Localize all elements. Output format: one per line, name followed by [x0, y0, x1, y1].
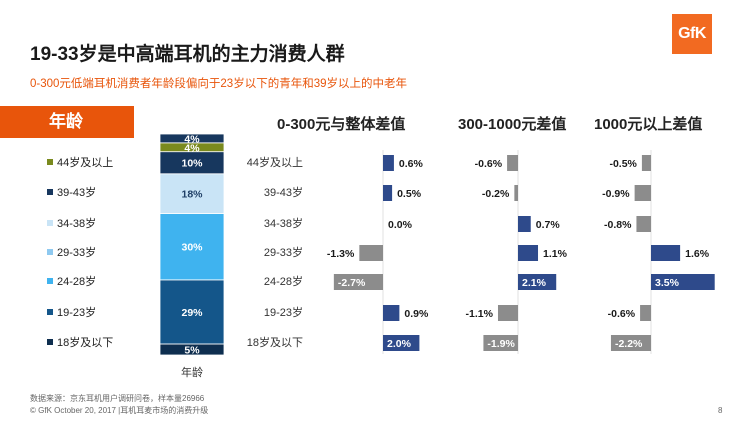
diff-data-label: 2.1% [522, 277, 547, 289]
gfk-logo: GfK [672, 14, 712, 54]
diff-bar [641, 155, 651, 171]
diff-data-label: -2.2% [615, 338, 643, 350]
stack-data-label: 29% [181, 307, 203, 319]
diff-data-label: 0.6% [399, 158, 424, 170]
diff-bar [640, 305, 651, 321]
panel-title-high: 1000元以上差值 [594, 116, 703, 133]
diff-bar [651, 245, 681, 261]
diff-data-label: -0.6% [608, 308, 636, 320]
stack-segment [159, 133, 225, 144]
legend-swatch [47, 249, 53, 255]
diff-data-label: -0.5% [609, 158, 637, 170]
legend-swatch [47, 278, 53, 284]
diff-bar [359, 245, 383, 261]
diff-bar [610, 335, 651, 351]
diff-data-label: -0.8% [604, 219, 632, 231]
legend-swatch [47, 220, 53, 226]
diff-bar [634, 185, 651, 201]
legend-label: 29-33岁 [57, 245, 96, 259]
legend-label: 24-28岁 [57, 274, 96, 288]
legend-label: 44岁及以上 [57, 155, 113, 169]
stack-data-label: 5% [184, 344, 200, 356]
page-number: 8 [718, 406, 723, 415]
stack-data-label: 10% [181, 158, 203, 170]
diff-bar [497, 305, 518, 321]
diff-data-label: 0.9% [404, 308, 429, 320]
diff-data-label: 0.0% [388, 219, 413, 231]
footer-source: 数据来源：京东耳机用户调研问卷，样本量26966 [30, 394, 205, 403]
diff-data-label: 0.7% [536, 219, 561, 231]
diff-data-label: -1.3% [327, 248, 355, 260]
diff-data-label: -2.7% [338, 277, 366, 289]
diff-bar [507, 155, 518, 171]
diff-bar [383, 155, 394, 171]
panel-title-mid: 300-1000元差值 [458, 116, 567, 133]
stack-data-label: 4% [184, 142, 200, 154]
legend-swatch [47, 339, 53, 345]
diff-data-label: -1.1% [466, 308, 494, 320]
diff-bar [518, 216, 531, 232]
row-category-label: 19-23岁 [264, 305, 303, 319]
diff-data-label: 3.5% [655, 277, 680, 289]
diff-data-label: 1.6% [685, 248, 710, 260]
page-subtitle: 0-300元低端耳机消费者年龄段偏向于23岁以下的青年和39岁以上的中老年 [30, 78, 407, 90]
row-category-label: 44岁及以上 [247, 155, 303, 169]
stack-segment [159, 173, 225, 214]
footer-copyright: © GfK October 20, 2017 |耳机耳麦市场的消费升级 [30, 406, 209, 415]
diff-bar [514, 185, 518, 201]
diff-bar [383, 305, 400, 321]
legend-label: 19-23岁 [57, 305, 96, 319]
diff-bar [383, 185, 393, 201]
legend-swatch [47, 159, 53, 165]
diff-bar [333, 274, 383, 290]
diff-data-label: 0.5% [397, 188, 422, 200]
diff-data-label: 1.1% [543, 248, 568, 260]
stack-data-label: 30% [181, 242, 203, 254]
row-category-label: 39-43岁 [264, 185, 303, 199]
row-category-label: 18岁及以下 [247, 335, 303, 349]
row-category-label: 29-33岁 [264, 245, 303, 259]
legend-label: 39-43岁 [57, 185, 96, 199]
diff-data-label: -0.9% [602, 188, 630, 200]
diff-data-label: -0.6% [475, 158, 503, 170]
stack-data-label: 18% [181, 189, 203, 201]
panel-title-low: 0-300元与整体差值 [277, 116, 406, 133]
diff-bar [518, 274, 557, 290]
diff-data-label: 2.0% [387, 338, 412, 350]
stack-segment [159, 213, 225, 281]
legend-swatch [47, 309, 53, 315]
diff-bar [651, 274, 715, 290]
legend-label: 18岁及以下 [57, 335, 113, 349]
row-category-label: 24-28岁 [264, 274, 303, 288]
diff-bar [383, 335, 420, 351]
stack-x-label: 年龄 [181, 365, 203, 379]
legend-swatch [47, 189, 53, 195]
diff-bar [518, 245, 539, 261]
diff-data-label: -1.9% [487, 338, 515, 350]
diff-data-label: -0.2% [482, 188, 510, 200]
stack-segment [159, 279, 225, 345]
section-label: 年龄 [0, 106, 134, 138]
legend-label: 34-38岁 [57, 216, 96, 230]
page-title: 19-33岁是中高端耳机的主力消费人群 [30, 44, 345, 65]
diff-bar [636, 216, 651, 232]
stack-data-label: 4% [184, 133, 200, 145]
diff-bar [483, 335, 518, 351]
row-category-label: 34-38岁 [264, 216, 303, 230]
